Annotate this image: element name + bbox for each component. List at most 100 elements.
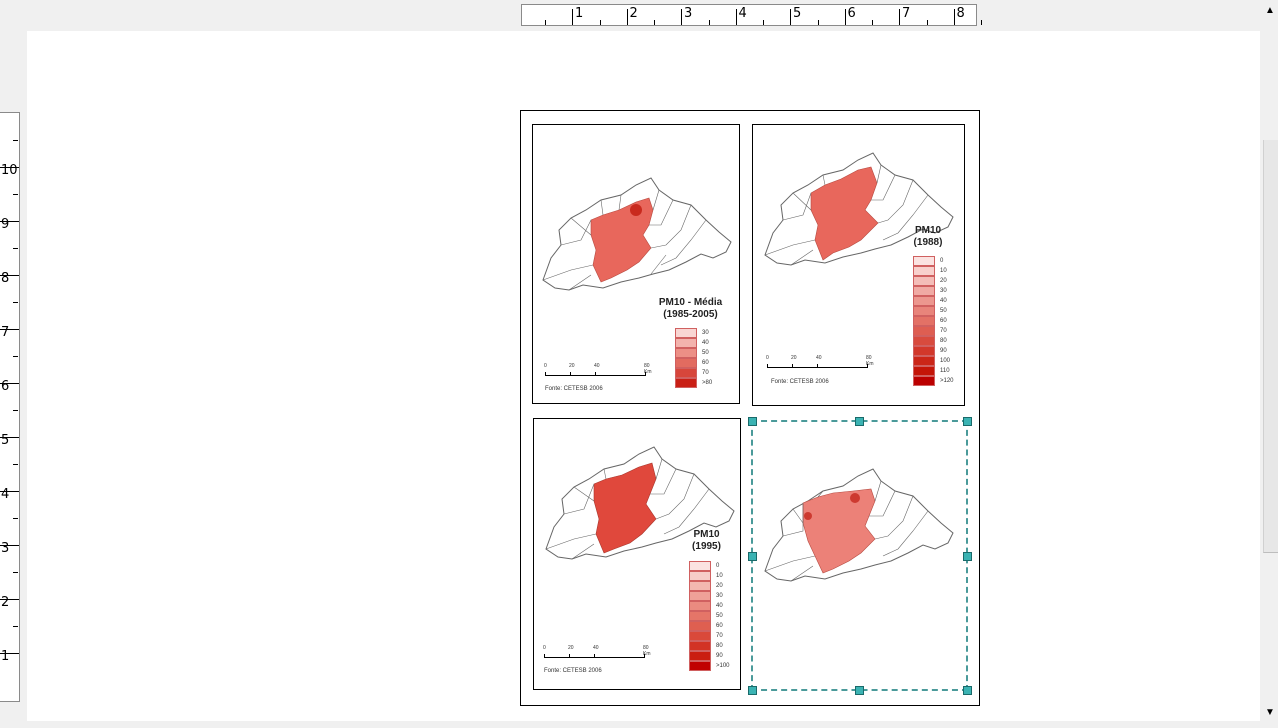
scale-bar-tick — [595, 372, 596, 376]
scale-bar-label: 20 — [568, 645, 574, 651]
scale-bar-tick — [569, 654, 570, 658]
ruler-tick — [981, 20, 982, 25]
resize-handle-top[interactable] — [855, 417, 864, 426]
legend-swatch — [689, 641, 711, 651]
legend-label: 90 — [940, 348, 947, 354]
legend-item: 60 — [913, 316, 947, 326]
legend-item: 10 — [913, 266, 947, 276]
vertical-scrollbar[interactable]: ▲ ▼ — [1262, 0, 1278, 728]
map-title-line1: PM10 - Média — [658, 297, 723, 308]
legend-item: 30 — [675, 328, 709, 338]
legend-label: 60 — [940, 318, 947, 324]
region-map — [764, 468, 954, 582]
legend: 0 10 20 30 40 50 60 70 80 90 100 110 >120 — [913, 256, 954, 386]
ruler-tick — [763, 20, 764, 25]
ruler-tick — [13, 572, 18, 573]
legend-label: 60 — [702, 360, 709, 366]
scale-bar-tick — [817, 364, 818, 368]
map-title-line2: (1995) — [692, 541, 721, 552]
legend-label: 50 — [940, 308, 947, 314]
legend-label: 100 — [940, 358, 951, 364]
scale-bar-tick — [767, 364, 768, 368]
map-frame-average[interactable]: PM10 - Média (1985-2005) 30 40 50 60 70 >80 0… — [532, 124, 740, 404]
legend-label: 30 — [940, 288, 947, 294]
ruler-tick — [13, 518, 18, 519]
ruler-tick — [13, 140, 18, 141]
legend-item: 20 — [689, 581, 723, 591]
ruler-tick — [872, 20, 873, 25]
ruler-tick — [0, 167, 19, 168]
ruler-tick — [708, 20, 710, 25]
legend-swatch — [675, 348, 697, 358]
ruler-tick — [0, 437, 19, 438]
scale-bar-tick — [792, 364, 793, 368]
ruler-number: 1 — [575, 6, 584, 21]
ruler-tick — [844, 9, 846, 25]
legend-swatch — [913, 256, 935, 266]
legend-item: 100 — [913, 356, 950, 366]
resize-handle-top-left[interactable] — [748, 417, 757, 426]
legend-item: 0 — [913, 256, 943, 266]
ruler-number: 5 — [1, 433, 10, 448]
legend-label: 40 — [702, 340, 709, 346]
resize-handle-bottom-left[interactable] — [748, 686, 757, 695]
scale-bar-label: 20 — [569, 363, 575, 369]
ruler-number: 10 — [1, 163, 18, 178]
ruler-tick — [0, 383, 19, 384]
legend-label: 20 — [716, 583, 723, 589]
source-text: Fonte: CETESB 2006 — [545, 386, 603, 392]
legend-swatch — [913, 286, 935, 296]
legend-item: 70 — [675, 368, 709, 378]
legend-item: 60 — [689, 621, 723, 631]
legend-swatch — [675, 378, 697, 388]
ruler-number: 8 — [956, 6, 965, 21]
legend-label: 70 — [940, 328, 947, 334]
scale-bar-label: 0 — [543, 645, 546, 651]
legend-swatch — [689, 621, 711, 631]
map-frame-1995[interactable]: PM10 (1995) 0 10 20 30 40 50 60 70 80 90 >100 0 20 4… — [533, 418, 741, 690]
legend-swatch — [913, 276, 935, 286]
legend-label: 70 — [702, 370, 709, 376]
resize-handle-right[interactable] — [963, 552, 972, 561]
region-map — [764, 152, 954, 266]
legend-label: 30 — [702, 330, 709, 336]
ruler-tick — [681, 9, 682, 25]
ruler-tick — [790, 9, 791, 25]
ruler-tick — [599, 20, 601, 25]
legend-item: 60 — [675, 358, 709, 368]
legend-swatch — [913, 306, 935, 316]
ruler-tick — [953, 9, 955, 25]
scroll-up-arrow-icon[interactable]: ▲ — [1265, 5, 1275, 16]
legend-swatch — [689, 581, 711, 591]
ruler-number: 1 — [1, 649, 10, 664]
ruler-number: 6 — [847, 6, 856, 21]
ruler-number: 4 — [738, 6, 747, 21]
resize-handle-bottom-right[interactable] — [963, 686, 972, 695]
map-frame-selected[interactable] — [752, 421, 966, 689]
legend-label: 10 — [716, 573, 723, 579]
ruler-tick — [13, 248, 18, 249]
legend-item: 50 — [675, 348, 709, 358]
map-frame-1988[interactable]: PM10 (1988) 0 10 20 30 40 50 60 70 80 90 100 110 >12… — [752, 124, 965, 406]
legend-label: 0 — [940, 258, 944, 264]
legend-item: >80 — [675, 378, 712, 388]
ruler-number: 4 — [1, 487, 10, 502]
selection-box[interactable] — [751, 420, 968, 691]
resize-handle-left[interactable] — [748, 552, 757, 561]
legend-swatch — [689, 601, 711, 611]
legend-label: 50 — [702, 350, 709, 356]
map-title-line2: (1985-2005) — [663, 309, 718, 320]
legend-item: 0 — [689, 561, 719, 571]
legend-item: 40 — [913, 296, 947, 306]
scrollbar-thumb[interactable] — [1263, 140, 1278, 553]
resize-handle-bottom[interactable] — [855, 686, 864, 695]
ruler-number: 3 — [1, 541, 10, 556]
legend-swatch — [689, 651, 711, 661]
legend-label: 90 — [716, 653, 723, 659]
resize-handle-top-right[interactable] — [963, 417, 972, 426]
legend-swatch — [913, 356, 935, 366]
ruler-tick — [899, 9, 900, 25]
legend-item: 40 — [689, 601, 723, 611]
scale-bar-label: 80 Km — [643, 645, 651, 657]
scroll-down-arrow-icon[interactable]: ▼ — [1265, 707, 1275, 718]
